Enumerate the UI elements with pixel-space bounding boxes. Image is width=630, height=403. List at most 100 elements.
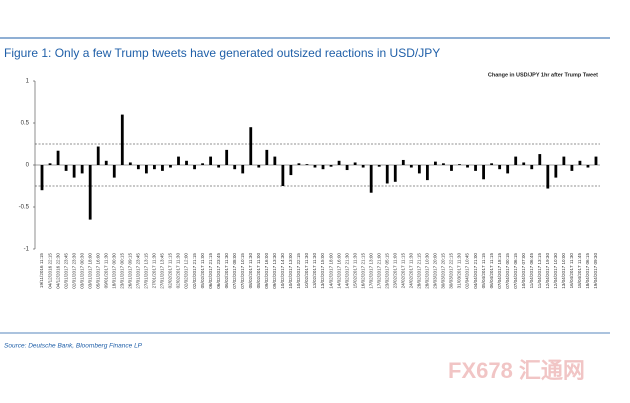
bar <box>329 165 333 167</box>
x-tick-label: 28/02/2017 21:15 <box>417 253 422 289</box>
bar <box>209 156 213 165</box>
bar <box>530 165 534 170</box>
x-tick-label: 16/04/2017 11:30 <box>569 253 574 289</box>
bar <box>257 165 261 168</box>
bar <box>88 165 92 220</box>
y-tick-label: 0.5 <box>21 121 30 127</box>
x-tick-label: 13/02/2017 11:30 <box>312 253 317 289</box>
bar <box>538 154 542 165</box>
bar <box>217 165 221 168</box>
bar <box>490 163 494 165</box>
x-tick-label: 14/02/2017 21:30 <box>344 253 349 289</box>
bar <box>297 163 301 165</box>
bar <box>96 146 100 165</box>
x-tick-label: 11/04/2017 13:15 <box>537 253 542 289</box>
x-tick-label: 17/02/2017 13:00 <box>368 253 373 289</box>
bar <box>233 165 237 170</box>
x-tick-label: 04/12/2016 22:30 <box>55 253 60 289</box>
bar <box>289 165 293 176</box>
bar <box>120 114 124 165</box>
x-tick-label: 30/03/2017 20:15 <box>441 253 446 289</box>
x-tick-label: 14/02/2017 16:00 <box>336 253 341 289</box>
bar <box>313 165 317 168</box>
bar <box>201 163 204 165</box>
bar <box>361 165 365 168</box>
x-tick-label: 27/01/2017 13:15 <box>144 253 149 289</box>
bar <box>56 150 60 165</box>
bar <box>578 160 582 165</box>
x-tick-label: 28/02/2017 10:30 <box>425 253 430 289</box>
x-tick-label: 19/11/2016 11:15 <box>39 253 44 289</box>
bar <box>345 165 349 171</box>
bar <box>104 160 108 165</box>
x-tick-label: 29/03/2017 20:00 <box>433 253 438 289</box>
bar <box>249 127 253 165</box>
bar <box>136 165 140 170</box>
bar <box>273 156 277 165</box>
x-tick-label: 18/04/2017 06:15 <box>585 253 590 289</box>
x-tick-label: 03/01/2017 00:30 <box>79 253 84 289</box>
bar <box>72 165 76 178</box>
x-tick-label: 23/01/2017 00:15 <box>120 253 125 289</box>
x-tick-label: 13/04/2017 10:00 <box>561 253 566 289</box>
bar <box>514 156 518 165</box>
x-tick-label: 05/01/2017 16:00 <box>95 253 100 289</box>
x-tick-label: 24/02/2017 11:15 <box>401 253 406 289</box>
x-tick-label: 04/12/2016 22:15 <box>47 253 52 289</box>
x-tick-label: 17/02/2017 21:00 <box>376 253 381 289</box>
x-tick-label: 10/02/2017 13:00 <box>288 253 293 289</box>
bar <box>450 165 453 171</box>
x-tick-label: 07/04/2017 18:15 <box>497 253 502 289</box>
bar <box>458 164 461 165</box>
x-tick-label: 09/01/2017 11:30 <box>103 253 108 289</box>
bar <box>353 162 357 165</box>
x-tick-label: 30/03/2017 22:15 <box>449 253 454 289</box>
x-tick-label: 23/02/2017 11:00 <box>392 253 397 289</box>
x-tick-label: 14/02/2017 18:00 <box>328 253 333 289</box>
x-tick-label: 05/04/2017 11:15 <box>481 253 486 289</box>
watermark: FX678 汇通网 <box>448 358 585 383</box>
bar <box>193 165 196 170</box>
x-tick-label: 12/04/2017 19:30 <box>545 253 550 289</box>
x-tick-label: 02/04/2017 10:45 <box>465 253 470 289</box>
y-tick-label: -1 <box>24 247 30 253</box>
bar <box>337 160 341 165</box>
x-tick-label: 26/01/2017 09:15 <box>128 253 133 289</box>
x-tick-label: 06/02/2017 11:30 <box>224 253 229 289</box>
bar <box>128 162 132 165</box>
x-tick-label: 08/02/2017 11:00 <box>256 253 261 289</box>
x-tick-label: 31/03/2017 11:30 <box>457 253 462 289</box>
x-tick-label: 05/02/2017 11:00 <box>200 253 205 289</box>
x-tick-label: 09/02/2017 16:00 <box>264 253 269 289</box>
y-tick-label: 1 <box>26 79 30 85</box>
bar <box>474 165 477 171</box>
bar <box>144 165 148 174</box>
bar <box>401 159 405 165</box>
bar <box>546 165 550 189</box>
bar <box>586 165 590 168</box>
bar <box>506 165 510 174</box>
bar <box>369 165 373 193</box>
bar <box>225 149 229 165</box>
x-tick-label: 08/02/2017 11:30 <box>248 253 253 289</box>
bar <box>594 156 598 165</box>
x-tick-label: 02/02/2017 11:30 <box>176 253 181 289</box>
x-tick-label: 15/02/2017 11:30 <box>352 253 357 289</box>
bar <box>417 165 421 174</box>
x-tick-label: 04/04/2017 21:00 <box>473 253 478 289</box>
legend-label: Change in USD/JPY 1hr after Trump Tweet <box>488 72 598 78</box>
bar <box>498 165 502 170</box>
x-tick-label: 06/02/2017 21:15 <box>208 253 213 289</box>
bar <box>153 165 156 170</box>
x-tick-label: 27/01/2017 23:45 <box>136 253 141 289</box>
chart-title: Figure 1: Only a few Trump tweets have g… <box>4 46 440 60</box>
bar <box>385 165 389 184</box>
x-tick-label: 12/04/2017 10:30 <box>553 253 558 289</box>
x-tick-label: 06/02/2017 23:45 <box>216 253 221 289</box>
bar <box>482 165 485 180</box>
bar <box>48 163 52 165</box>
x-tick-label: 02/02/2017 11:15 <box>168 253 173 289</box>
bar <box>442 163 445 165</box>
x-tick-label: 02/01/2017 23:30 <box>71 253 76 289</box>
x-tick-label: 02/01/2017 23:45 <box>63 253 68 289</box>
